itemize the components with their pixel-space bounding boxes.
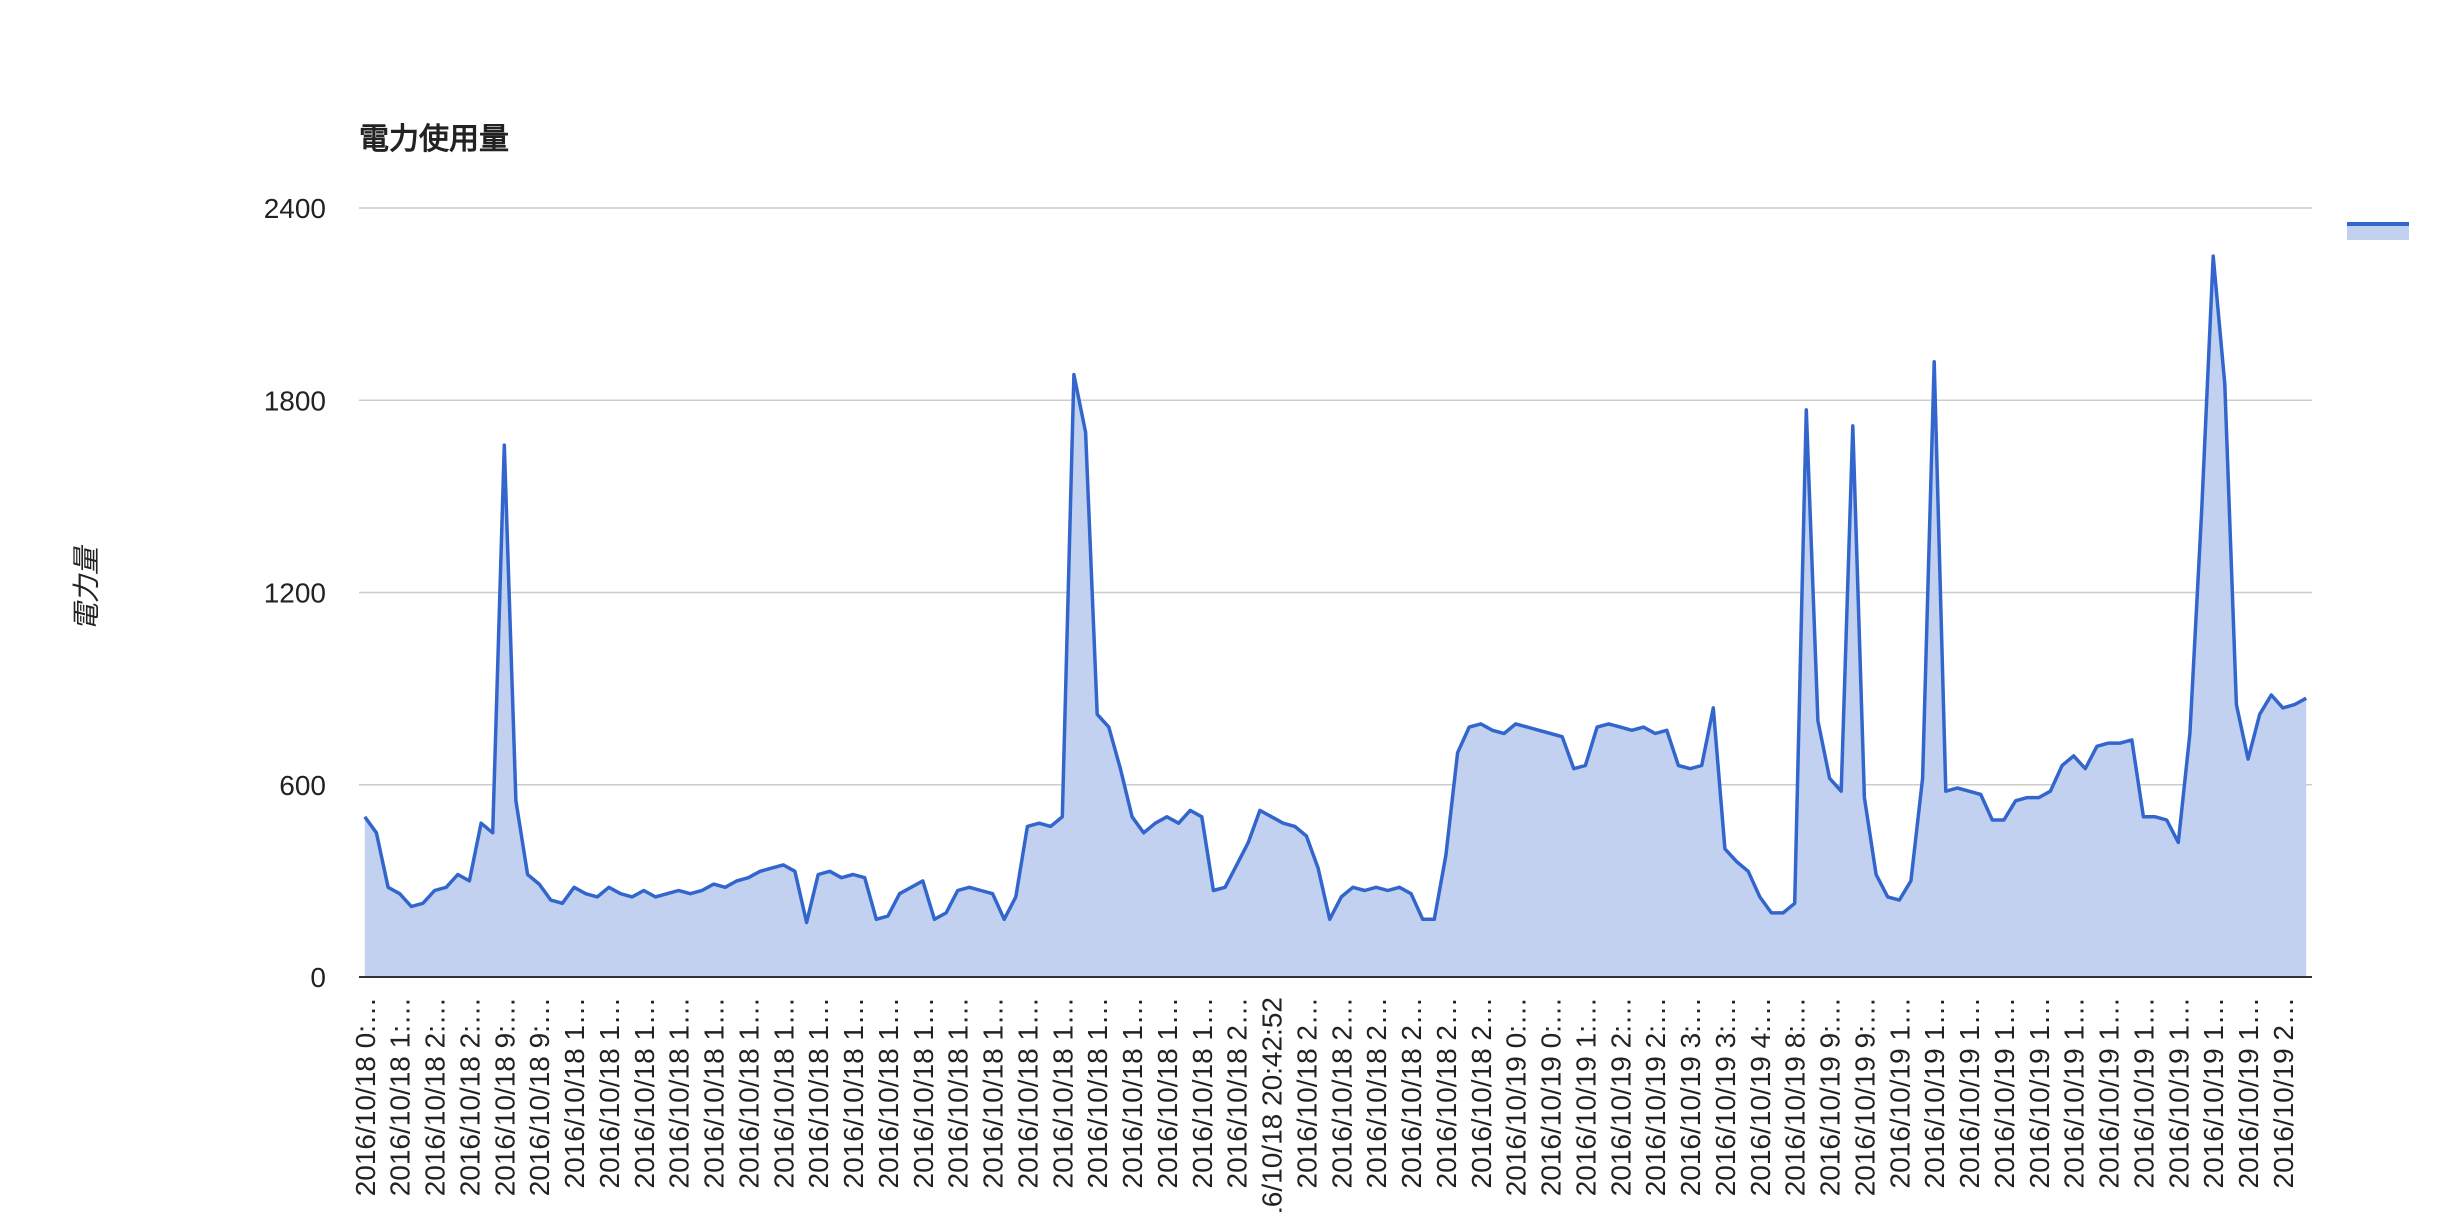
x-tick-label: 2016/10/19 2:… — [1605, 997, 1636, 1196]
x-tick-label: 2016/10/19 1… — [1919, 997, 1950, 1189]
x-tick-label: 2016/10/19 1… — [2094, 997, 2125, 1189]
x-tick-label: 2016/10/18 1… — [803, 997, 834, 1189]
x-tick-label: 2016/10/18 1… — [1047, 997, 1078, 1189]
x-tick-label: 2016/10/19 1… — [2128, 997, 2159, 1189]
x-tick-label: 2016/10/19 1… — [2233, 997, 2264, 1189]
y-tick-label: 2400 — [264, 193, 326, 224]
y-tick-label: 1200 — [264, 578, 326, 609]
x-tick-label: 2016/10/18 1… — [873, 997, 904, 1189]
x-tick-label: 2016/10/18 2… — [1222, 997, 1253, 1189]
x-tick-label: 2016/10/18 1… — [1012, 997, 1043, 1189]
x-tick-label: 2016/10/19 1:… — [1570, 997, 1601, 1196]
x-tick-label: 2016/10/19 1… — [1884, 997, 1915, 1189]
x-tick-label: 2016/10/18 1… — [699, 997, 730, 1189]
x-tick-label: 2016/10/19 9:… — [1849, 997, 1880, 1196]
x-tick-label: 2016/10/18 1… — [1117, 997, 1148, 1189]
y-tick-label: 0 — [310, 962, 326, 993]
x-tick-label: 2016/10/18 1… — [838, 997, 869, 1189]
legend-swatch-fill — [2347, 224, 2409, 240]
x-tick-label: 2016/10/18 1… — [908, 997, 939, 1189]
legend — [2347, 222, 2409, 240]
x-tick-label: 2016/10/18 2:… — [420, 997, 451, 1196]
x-tick-label: 2016/10/18 2… — [1466, 997, 1497, 1189]
x-tick-label: 2016/10/18 1… — [1187, 997, 1218, 1189]
x-tick-label: 2016/10/18 1… — [664, 997, 695, 1189]
x-tick-label: 2016/10/18 20:42:52 — [1257, 997, 1288, 1212]
x-tick-label: 2016/10/19 1… — [2198, 997, 2229, 1189]
x-tick-label: 2016/10/19 4:… — [1745, 997, 1776, 1196]
x-tick-label: 2016/10/18 2… — [1326, 997, 1357, 1189]
y-tick-label: 600 — [279, 770, 326, 801]
x-tick-label: 2016/10/19 1… — [1989, 997, 2020, 1189]
x-tick-label: 2016/10/19 2… — [2268, 997, 2299, 1189]
x-tick-label: 2016/10/18 1… — [733, 997, 764, 1189]
x-tick-label: 2016/10/18 9:… — [489, 997, 520, 1196]
x-tick-label: 2016/10/19 1… — [2163, 997, 2194, 1189]
x-tick-label: 2016/10/18 1… — [559, 997, 590, 1189]
x-tick-label: 2016/10/19 1… — [1954, 997, 1985, 1189]
y-axis-label: 電力量 — [71, 544, 102, 631]
x-tick-label: 2016/10/18 1… — [594, 997, 625, 1189]
x-tick-label: 2016/10/18 1:… — [385, 997, 416, 1196]
x-tick-label: 2016/10/18 1… — [1082, 997, 1113, 1189]
x-tick-label: 2016/10/18 2… — [1431, 997, 1462, 1189]
x-tick-label: 2016/10/18 9:… — [524, 997, 555, 1196]
x-tick-label: 2016/10/19 3:… — [1675, 997, 1706, 1196]
area-line — [363, 254, 2308, 925]
area-fill — [364, 256, 2307, 978]
x-tick-label: 2016/10/19 0:… — [1501, 997, 1532, 1196]
x-tick-label: 2016/10/19 3:… — [1710, 997, 1741, 1196]
x-tick-label: 2016/10/18 2… — [1291, 997, 1322, 1189]
x-tick-label: 2016/10/18 1… — [768, 997, 799, 1189]
x-tick-label: 2016/10/19 0:… — [1536, 997, 1567, 1196]
chart-title: 電力使用量 — [359, 123, 509, 156]
x-tick-label: 2016/10/19 8:… — [1780, 997, 1811, 1196]
x-tick-label: 2016/10/19 1… — [2024, 997, 2055, 1189]
x-tick-label: 2016/10/18 1… — [943, 997, 974, 1189]
x-tick-label: 2016/10/18 2… — [1361, 997, 1392, 1189]
x-tick-label: 2016/10/18 1… — [629, 997, 660, 1189]
x-tick-label: 2016/10/18 2:… — [454, 997, 485, 1196]
x-tick-label: 2016/10/18 1… — [978, 997, 1009, 1189]
x-tick-label: 2016/10/18 0:… — [350, 997, 381, 1196]
x-tick-label: 2016/10/18 2… — [1396, 997, 1427, 1189]
x-tick-label: 2016/10/19 1… — [2059, 997, 2090, 1189]
x-tick-label: 2016/10/19 9:… — [1815, 997, 1846, 1196]
x-tick-label: 2016/10/18 1… — [1152, 997, 1183, 1189]
y-tick-label: 1800 — [264, 385, 326, 416]
x-tick-label: 2016/10/19 2:… — [1640, 997, 1671, 1196]
